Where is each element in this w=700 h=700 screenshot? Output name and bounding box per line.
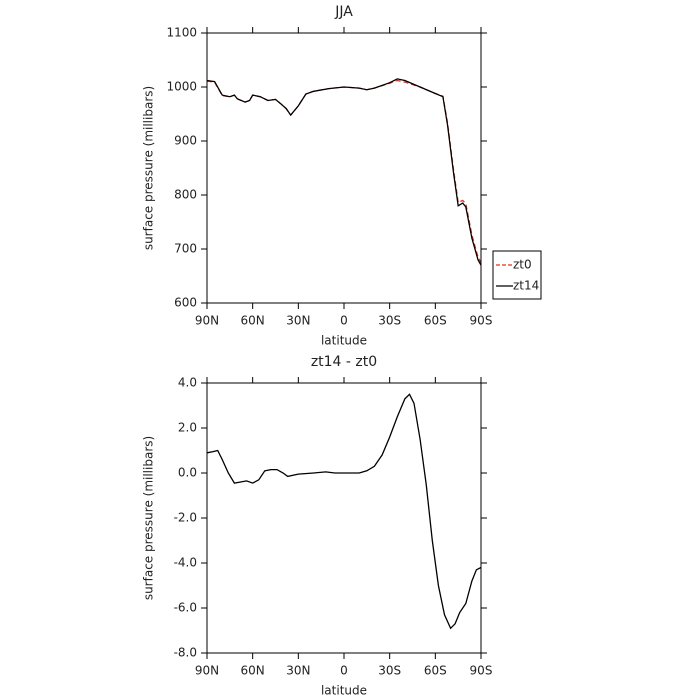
y-tick-label: 1000	[166, 80, 197, 94]
y-axis-label: surface pressure (millibars)	[142, 86, 156, 250]
x-tick-label: 60S	[424, 664, 447, 678]
legend-box	[492, 250, 542, 300]
x-tick-label: 30S	[378, 664, 401, 678]
x-tick-label: 30S	[378, 314, 401, 328]
y-tick-label: -6.0	[174, 601, 197, 615]
x-tick-label: 0	[340, 664, 348, 678]
x-tick-label: 90S	[470, 664, 493, 678]
x-tick-label: 60N	[241, 314, 265, 328]
y-tick-label: 0.0	[178, 466, 197, 480]
y-tick-label: -4.0	[174, 556, 197, 570]
y-tick-label: 700	[174, 242, 197, 256]
x-tick-label: 30N	[286, 314, 310, 328]
x-tick-label: 0	[340, 314, 348, 328]
chart-title: zt14 - zt0	[311, 354, 377, 370]
y-axis-label: surface pressure (millibars)	[142, 436, 156, 600]
y-tick-label: 4.0	[178, 376, 197, 390]
y-tick-label: 2.0	[178, 421, 197, 435]
legend-label: zt14	[513, 279, 539, 293]
y-tick-label: 600	[174, 296, 197, 310]
x-axis-label: latitude	[321, 684, 367, 698]
x-tick-label: 60S	[424, 314, 447, 328]
plot-frame	[206, 32, 482, 304]
x-tick-label: 90N	[195, 314, 219, 328]
data-line	[206, 393, 482, 630]
x-tick-label: 90S	[470, 314, 493, 328]
y-tick-label: -8.0	[174, 646, 197, 660]
plot-frame	[206, 382, 482, 654]
y-tick-label: 800	[174, 188, 197, 202]
x-tick-label: 60N	[241, 664, 265, 678]
y-tick-label: 1100	[166, 26, 197, 40]
x-axis-label: latitude	[321, 334, 367, 348]
y-tick-label: -2.0	[174, 511, 197, 525]
chart-title: JJA	[334, 4, 353, 20]
x-tick-label: 90N	[195, 664, 219, 678]
y-tick-label: 900	[174, 134, 197, 148]
x-tick-label: 30N	[286, 664, 310, 678]
legend-label: zt0	[513, 258, 532, 272]
data-line	[206, 78, 482, 266]
data-line	[206, 79, 482, 263]
